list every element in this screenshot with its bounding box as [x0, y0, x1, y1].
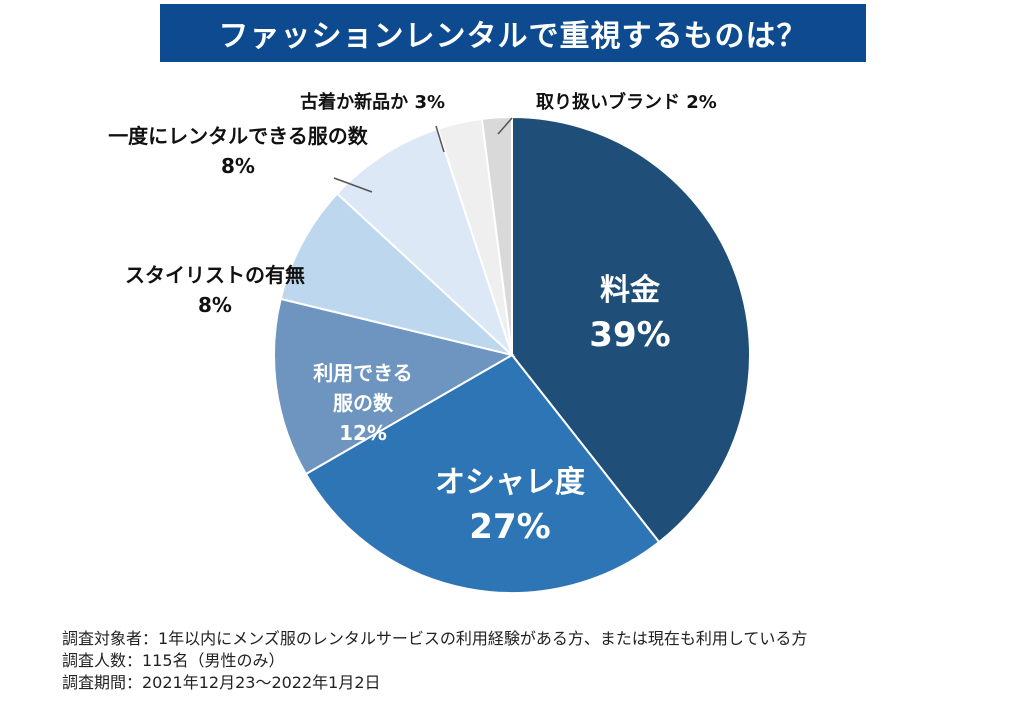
pie-slice-oshare	[304, 353, 661, 594]
leader-line-furugi-shinpin	[435, 125, 445, 153]
leader-line-ichido-rental	[333, 177, 373, 193]
slice-label-riyou-dekiru-fuku: 利用できる	[313, 361, 413, 385]
slice-label-brand: 取り扱いブランド 2%	[536, 91, 717, 113]
footnote-target: 調査対象者：1年以内にメンズ服のレンタルサービスの利用経験がある方、または現在も…	[62, 629, 808, 648]
slice-value-riyou-dekiru-fuku: 12%	[339, 421, 387, 445]
slice-value-ichido-rental: 8%	[221, 154, 255, 178]
slice-value-ryokin: 39%	[589, 315, 670, 355]
title-banner: ファッションレンタルで重視するものは？	[160, 4, 866, 62]
slice-label-riyou-dekiru-fuku: 服の数	[333, 391, 394, 415]
slice-value-oshare: 27%	[469, 507, 550, 547]
slice-label-stylist: スタイリストの有無	[125, 263, 305, 287]
leader-line-brand	[497, 117, 513, 135]
pie-slice-ryokin	[511, 115, 751, 544]
footnote-period: 調査期間：2021年12月23〜2022年1月2日	[62, 673, 381, 692]
slice-label-furugi-shinpin: 古着か新品か 3%	[300, 91, 445, 113]
slice-label-ryokin: 料金	[600, 273, 661, 308]
pie-slice-stylist	[279, 192, 516, 357]
chart-title: ファッションレンタルで重視するものは？	[218, 19, 808, 54]
survey-footnotes: 調査対象者：1年以内にメンズ服のレンタルサービスの利用経験がある方、または現在も…	[62, 628, 1002, 694]
pie-slice-ichido-rental	[335, 127, 515, 359]
slice-label-oshare: オシャレ度	[435, 465, 585, 500]
slice-label-ichido-rental: 一度にレンタルできる服の数	[108, 124, 369, 148]
slice-value-stylist: 8%	[198, 293, 232, 317]
pie-slice-brand	[480, 115, 513, 356]
footnote-count: 調査人数：115名（男性のみ）	[62, 651, 285, 670]
pie-slice-riyou-dekiru-fuku	[273, 297, 515, 476]
